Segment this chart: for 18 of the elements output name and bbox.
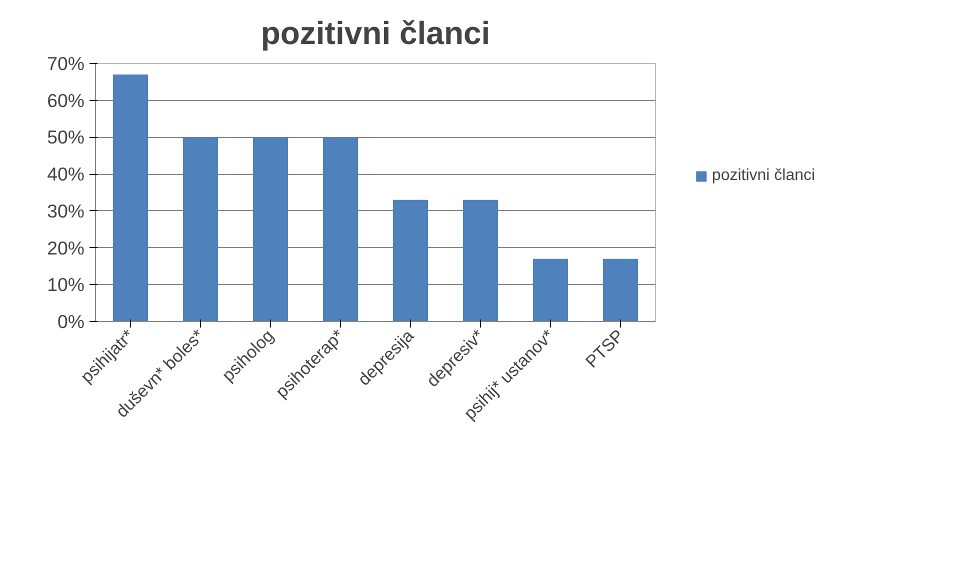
y-tick-label: 30% <box>47 200 85 222</box>
bar <box>253 137 288 322</box>
bar <box>603 258 638 322</box>
y-tick-label: 40% <box>47 164 85 185</box>
y-tick-label: 50% <box>47 126 85 148</box>
y-tick-label: 60% <box>47 90 85 111</box>
bar <box>533 258 568 322</box>
bar <box>393 200 428 322</box>
legend-label: pozitivni članci <box>712 166 816 184</box>
bar <box>113 74 148 322</box>
y-tick-label: 10% <box>47 274 85 296</box>
y-tick-label: 70% <box>47 53 85 74</box>
y-tick-label: 0% <box>58 311 85 332</box>
y-tick-label: 20% <box>47 237 85 258</box>
bar <box>463 200 498 322</box>
chart-title: pozitivni članci <box>260 15 490 51</box>
bar <box>183 137 218 322</box>
bar <box>323 137 358 322</box>
